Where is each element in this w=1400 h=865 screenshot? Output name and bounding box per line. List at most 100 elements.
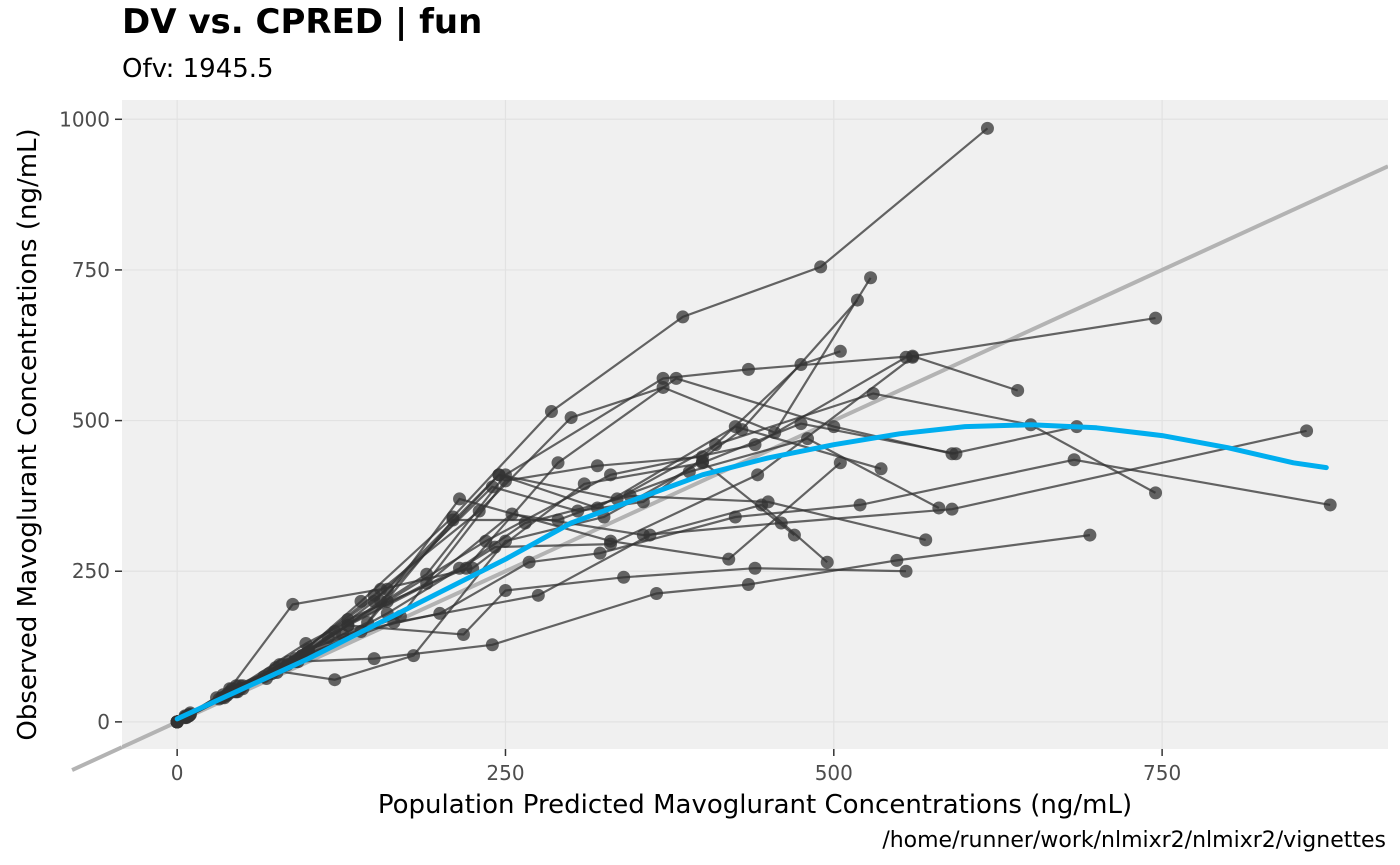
data-point: [1300, 424, 1314, 438]
data-point: [722, 552, 736, 566]
data-point: [949, 447, 963, 461]
data-point: [682, 465, 696, 479]
data-point: [695, 455, 709, 469]
data-point: [833, 344, 847, 358]
axes: 0 250 500 750 0 250 500 750 1000: [59, 107, 1181, 785]
data-point: [748, 561, 762, 575]
data-point: [751, 468, 765, 482]
data-point: [453, 561, 467, 575]
data-point: [354, 594, 368, 608]
data-point: [610, 492, 624, 506]
data-point: [643, 528, 657, 542]
data-point: [728, 420, 742, 434]
data-point: [522, 555, 536, 569]
data-point: [498, 534, 512, 548]
data-point: [590, 459, 604, 473]
data-point: [980, 121, 994, 135]
data-point: [728, 510, 742, 524]
data-point: [492, 468, 506, 482]
data-point: [420, 576, 434, 590]
data-point: [774, 516, 788, 530]
x-axis-title: Population Predicted Mavoglurant Concent…: [378, 790, 1132, 820]
data-point: [551, 456, 565, 470]
data-point: [853, 498, 867, 512]
data-point: [820, 555, 834, 569]
x-tick-label: 0: [171, 761, 184, 785]
data-point: [564, 411, 578, 425]
data-point: [827, 420, 841, 434]
data-point: [286, 597, 300, 611]
data-point: [899, 564, 913, 578]
data-points: [170, 121, 1337, 729]
chart-title: DV vs. CPRED | fun: [122, 2, 483, 42]
data-point: [456, 628, 470, 642]
x-tick-label: 250: [486, 761, 524, 785]
data-point: [341, 618, 355, 632]
data-point: [593, 546, 607, 560]
plot-area: [122, 121, 1388, 749]
y-tick-label: 0: [97, 710, 110, 734]
data-point: [1323, 498, 1337, 512]
data-point: [650, 587, 664, 601]
data-point: [833, 456, 847, 470]
data-point: [748, 438, 762, 452]
y-tick-label: 250: [72, 559, 110, 583]
data-point: [472, 504, 486, 518]
y-tick-label: 1000: [59, 107, 110, 131]
data-point: [1011, 383, 1025, 397]
data-point: [864, 271, 878, 285]
data-point: [433, 606, 447, 620]
data-point: [328, 673, 342, 687]
data-point: [656, 371, 670, 385]
data-point: [498, 584, 512, 598]
data-point: [794, 358, 808, 372]
x-tick-label: 500: [815, 761, 853, 785]
data-point: [874, 462, 888, 476]
data-point: [407, 649, 421, 663]
chart-caption: /home/runner/work/nlmixr2/nlmixr2/vignet…: [882, 828, 1386, 853]
smooth-curve: [174, 422, 1329, 722]
data-point: [709, 438, 723, 452]
identity-line: [122, 164, 1388, 749]
y-tick-label: 500: [72, 409, 110, 433]
chart-subtitle: Ofv: 1945.5: [122, 54, 274, 84]
data-point: [551, 513, 565, 527]
data-point: [656, 380, 670, 394]
data-point: [669, 371, 683, 385]
x-tick-label: 750: [1143, 761, 1181, 785]
data-point: [488, 540, 502, 554]
data-point: [768, 426, 782, 440]
data-point: [919, 533, 933, 547]
data-point: [571, 504, 585, 518]
data-point: [485, 480, 499, 494]
data-point: [1083, 528, 1097, 542]
data-point: [850, 293, 864, 307]
data-point: [676, 310, 690, 324]
data-point: [814, 260, 828, 274]
data-point: [577, 477, 591, 491]
data-point: [741, 577, 755, 591]
data-point: [604, 537, 618, 551]
data-point: [866, 386, 880, 400]
data-point: [374, 582, 388, 596]
data-point: [531, 588, 545, 602]
data-point: [1149, 486, 1163, 500]
data-point: [479, 534, 493, 548]
data-point: [1149, 311, 1163, 325]
data-point: [906, 350, 920, 364]
data-point: [741, 362, 755, 376]
data-point: [446, 513, 460, 527]
data-point: [794, 417, 808, 431]
data-point: [367, 652, 381, 666]
data-point: [485, 638, 499, 652]
data-point: [932, 501, 946, 515]
data-point: [890, 553, 904, 567]
data-point: [604, 468, 618, 482]
y-tick-label: 750: [72, 258, 110, 282]
data-point: [787, 528, 801, 542]
y-axis-title: Observed Mavoglurant Concentrations (ng/…: [13, 128, 43, 740]
data-point: [617, 570, 631, 584]
data-point: [801, 432, 815, 446]
data-point: [544, 405, 558, 419]
